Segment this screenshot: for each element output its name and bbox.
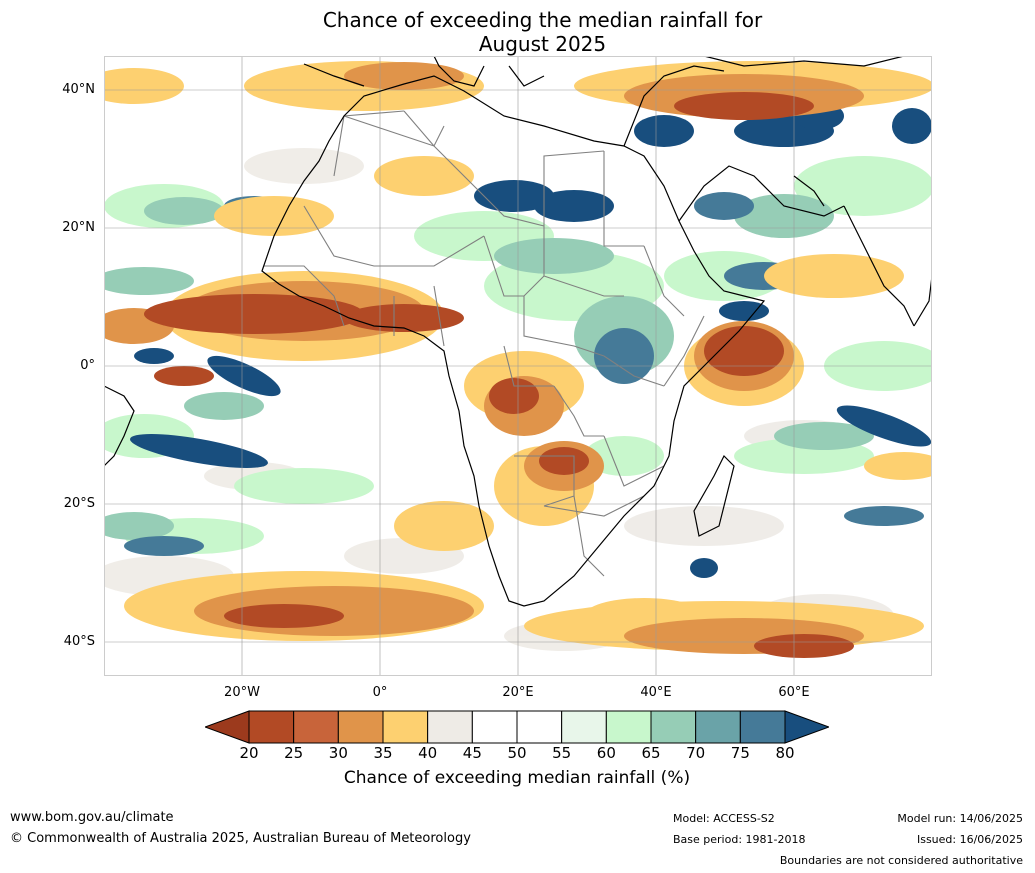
rainfall-map: [104, 56, 932, 676]
colorbar: [203, 710, 831, 744]
coastlines: [104, 56, 932, 607]
title-line-2: August 2025: [478, 32, 607, 56]
colorbar-tick-label: 50: [507, 744, 527, 762]
footer-copyright: © Commonwealth of Australia 2025, Austra…: [10, 831, 471, 846]
lon-label-20w: 20°W: [224, 685, 260, 700]
colorbar-tick-label: 45: [462, 744, 482, 762]
colorbar-swatch: [248, 710, 295, 744]
footer-website: www.bom.gov.au/climate: [10, 810, 174, 825]
colorbar-swatch: [293, 710, 339, 744]
lon-label-60e: 60°E: [778, 685, 810, 700]
colorbar-tick-label: 55: [552, 744, 572, 762]
colorbar-tick-label: 65: [641, 744, 661, 762]
colorbar-tick-label: 80: [775, 744, 795, 762]
colorbar-swatch: [427, 710, 473, 744]
madagascar-outline: [693, 454, 735, 537]
title-line-1: Chance of exceeding the median rainfall …: [322, 8, 763, 32]
colorbar-tick-label: 20: [239, 744, 259, 762]
footer-issued: Issued: 16/06/2025: [916, 833, 1023, 846]
dry-dark-patches: [144, 92, 854, 658]
colorbar-swatch: [561, 710, 607, 744]
footer-disclaimer: Boundaries are not considered authoritat…: [779, 854, 1023, 867]
colorbar-tick-label: 40: [418, 744, 438, 762]
colorbar-swatch: [471, 710, 518, 744]
colorbar-tick-label: 60: [596, 744, 616, 762]
lat-label-40s: 40°S: [63, 634, 95, 649]
country-borders: [264, 110, 705, 577]
colorbar-swatch: [695, 710, 741, 744]
lon-label-0: 0°: [372, 685, 388, 700]
colorbar-label: Chance of exceeding median rainfall (%): [343, 768, 691, 788]
very-wet-patches: [130, 102, 932, 578]
colorbar-swatch: [516, 710, 563, 744]
map-title: Chance of exceeding the median rainfall …: [0, 8, 1035, 56]
colorbar-swatch: [605, 710, 652, 744]
footer-base-period: Base period: 1981-2018: [673, 833, 806, 846]
colorbar-swatch: [337, 710, 384, 744]
graticule: [104, 56, 932, 676]
colorbar-extend-low: [203, 710, 250, 744]
colorbar-tick-label: 35: [373, 744, 393, 762]
colorbar-tick-label: 70: [686, 744, 706, 762]
lat-label-40n: 40°N: [62, 82, 95, 97]
lon-label-20e: 20°E: [502, 685, 534, 700]
colorbar-swatch: [650, 710, 697, 744]
colorbar-tick-label: 25: [284, 744, 304, 762]
footer-model: Model: ACCESS-S2: [673, 812, 775, 825]
colorbar-swatch: [382, 710, 429, 744]
lat-label-0: 0°: [80, 358, 95, 373]
colorbar-tick-label: 30: [328, 744, 348, 762]
colorbar-extend-high: [784, 710, 831, 744]
lat-label-20n: 20°N: [62, 220, 95, 235]
colorbar-swatch: [739, 710, 786, 744]
lat-label-20s: 20°S: [63, 496, 95, 511]
colorbar-tick-label: 75: [730, 744, 750, 762]
lon-label-40e: 40°E: [640, 685, 672, 700]
footer-model-run: Model run: 14/06/2025: [897, 812, 1023, 825]
